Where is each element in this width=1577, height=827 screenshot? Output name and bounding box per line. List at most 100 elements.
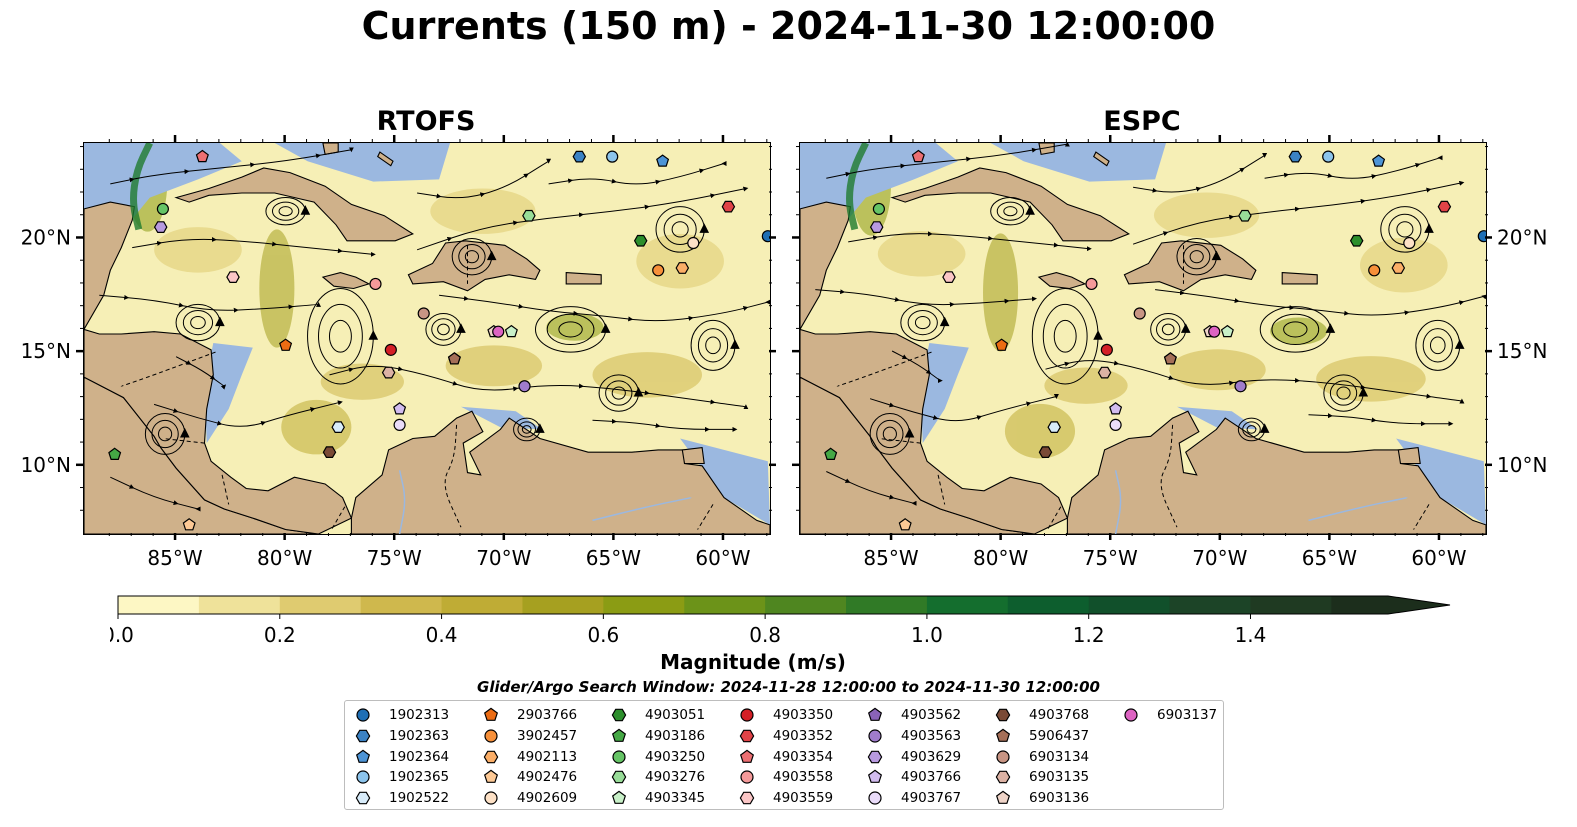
streamline <box>815 289 1037 307</box>
shallow-water <box>1177 406 1259 430</box>
float-marker-3902457 <box>652 264 665 277</box>
legend-marker-1902313 <box>356 708 370 722</box>
streamline-arrow <box>180 427 190 438</box>
legend-marker-6903135 <box>995 771 1011 784</box>
country-border <box>221 474 230 505</box>
legend-label: 4903629 <box>901 748 962 765</box>
colorbar-segment <box>684 596 766 614</box>
legend-marker-4903629 <box>867 750 883 763</box>
legend-item-4903345: 4903345 <box>611 790 705 806</box>
eddy-ring <box>1396 221 1414 238</box>
pentagon-marker-icon <box>867 770 883 784</box>
legend-marker-1902522 <box>355 791 371 805</box>
float-marker-6903134 <box>417 307 430 320</box>
streamline-arrow <box>699 223 710 233</box>
float-marker-6903134 <box>1133 307 1146 320</box>
lat-tick-label: 15°N <box>21 339 71 363</box>
legend-item-4903250: 4903250 <box>611 749 705 765</box>
landmass <box>1397 446 1421 465</box>
legend-item-6903135: 6903135 <box>995 769 1089 785</box>
float-marker-4903629 <box>869 221 884 233</box>
eddy-ring <box>151 419 179 449</box>
landmass <box>407 240 541 292</box>
landmass <box>1281 272 1318 285</box>
legend-item-4903276: 4903276 <box>611 769 705 785</box>
country-border <box>697 504 714 531</box>
legend-item-4903766: 4903766 <box>867 769 961 785</box>
eddy-ring <box>914 316 931 330</box>
country-border <box>1047 506 1062 530</box>
float-marker-1902364 <box>656 154 670 167</box>
streamline <box>439 294 770 322</box>
lon-tick-label: 75°W <box>1083 546 1138 570</box>
legend-item-4903352: 4903352 <box>739 728 833 744</box>
eddy-ring <box>271 201 300 221</box>
streamline <box>175 356 227 390</box>
circle-marker-icon <box>356 708 370 722</box>
lat-tick-label: 20°N <box>21 225 71 249</box>
float-marker-4903250 <box>156 202 170 216</box>
legend-marker-4903352 <box>739 729 755 743</box>
legend-marker-4903350 <box>740 708 754 722</box>
streamline <box>848 231 1092 252</box>
legend-label: 4902476 <box>517 769 578 786</box>
colorbar-segment <box>926 596 1009 614</box>
float-marker-4903558 <box>369 277 382 291</box>
eddy-ring <box>328 319 352 353</box>
legend-item-4902113: 4902113 <box>483 749 577 765</box>
float-marker-1902365 <box>606 150 619 163</box>
legend-marker-1902365 <box>356 770 370 784</box>
legend-item-6903134: 6903134 <box>995 749 1089 765</box>
legend-label: 1902313 <box>389 707 450 723</box>
landmass <box>800 201 852 331</box>
legend-item-1902522: 1902522 <box>355 790 449 806</box>
lon-tick-label: 85°W <box>863 546 918 570</box>
legend-label: 4902609 <box>517 790 578 807</box>
float-marker-3902457 <box>1368 264 1381 277</box>
legend-label: 4903558 <box>773 769 834 786</box>
eddy-ring <box>671 221 689 238</box>
legend-label: 6903135 <box>1029 769 1090 786</box>
legend-item-4903767: 4903767 <box>867 790 961 806</box>
legend-label: 5906437 <box>1029 727 1090 744</box>
eddy-ring <box>431 318 456 341</box>
landmass <box>681 446 705 465</box>
legend-label: 4903562 <box>901 707 962 723</box>
float-marker-4902609 <box>1403 236 1416 250</box>
eddy-ring <box>1053 319 1077 353</box>
streamline-arrow <box>1358 386 1369 397</box>
legend-marker-4903051 <box>611 708 627 722</box>
legend-marker-4903768 <box>995 708 1011 722</box>
legend-label: 4903766 <box>901 769 962 786</box>
lon-tick-label: 60°W <box>1411 546 1466 570</box>
float-marker-4903276 <box>1238 209 1252 222</box>
colorbar-segment <box>1007 596 1090 614</box>
float-marker-4903354 <box>911 149 925 163</box>
pentagon-marker-icon <box>611 790 627 805</box>
streamline <box>416 186 749 251</box>
eddy-ring <box>663 213 697 246</box>
lat-tick-label: 10°N <box>1497 453 1547 477</box>
float-marker-4903767 <box>1109 418 1122 431</box>
landmass <box>1123 240 1257 292</box>
float-marker-1902313 <box>1477 230 1486 243</box>
colorbar-tick-label: 0.6 <box>587 623 619 647</box>
legend-label: 4903186 <box>645 727 706 744</box>
streamline-arrow <box>633 386 644 397</box>
eddy-ring <box>1336 386 1351 400</box>
eddy-ring <box>464 250 480 264</box>
legend-label: 1902363 <box>389 727 450 744</box>
streamlines <box>815 143 1486 506</box>
colorbar-segment <box>1250 596 1332 614</box>
float-marker-1902313 <box>761 230 770 243</box>
hexagon-marker-icon <box>611 708 627 722</box>
legend-label: 1902365 <box>389 769 450 786</box>
lat-tick-label: 15°N <box>1497 339 1547 363</box>
legend-marker-5906437 <box>995 728 1011 742</box>
eddy-ring <box>1042 303 1088 369</box>
eddy-ring <box>907 309 938 336</box>
legend-item-4902476: 4902476 <box>483 769 577 785</box>
hexagon-marker-icon <box>483 750 499 763</box>
landmass <box>1092 151 1110 167</box>
circle-marker-icon <box>484 791 498 805</box>
